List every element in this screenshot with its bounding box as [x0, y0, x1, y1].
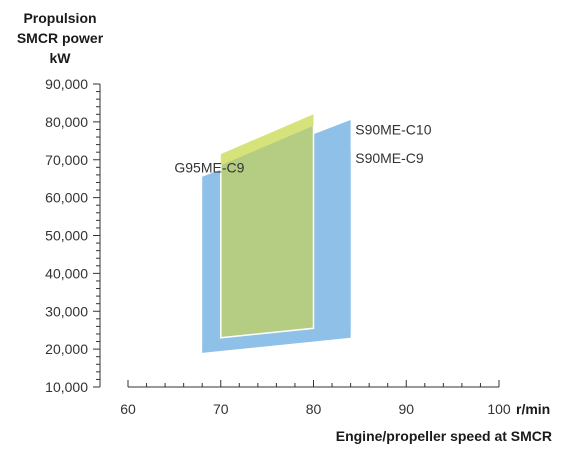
y-tick-label: 40,000	[45, 265, 88, 281]
area-g95me-c9	[220, 113, 315, 339]
y-tick-label: 50,000	[45, 228, 88, 244]
axes: 10,000 20,000 30,000 40,000 50,000 60,000 70,0…	[45, 76, 511, 417]
x-axis-title: Engine/propeller speed at SMCR	[336, 428, 552, 444]
x-axis-unit-label: r/min	[516, 401, 550, 417]
y-axis-title-line-3: kW	[50, 50, 72, 66]
x-tick-label: 60	[120, 401, 136, 417]
y-tick-label: 70,000	[45, 152, 88, 168]
engine-label-s90me-c10: S90ME-C10	[355, 121, 431, 137]
y-axis-title-line-1: Propulsion	[23, 10, 96, 26]
engine-areas	[202, 113, 351, 353]
y-axis-title-line-2: SMCR power	[17, 30, 104, 46]
area-top-band-3	[220, 114, 314, 166]
x-tick-label: 70	[213, 401, 229, 417]
engine-label-g95me-c9: G95ME-C9	[174, 159, 244, 175]
y-tick-label: 60,000	[45, 190, 88, 206]
y-tick-label: 30,000	[45, 303, 88, 319]
y-tick-label: 90,000	[45, 76, 88, 92]
engine-label-s90me-c9: S90ME-C9	[355, 150, 424, 166]
x-tick-label: 80	[306, 401, 322, 417]
y-tick-label: 20,000	[45, 341, 88, 357]
y-tick-label: 80,000	[45, 114, 88, 130]
x-tick-label: 100	[487, 401, 511, 417]
x-tick-label: 90	[398, 401, 414, 417]
y-tick-label: 10,000	[45, 379, 88, 395]
engine-labels: G95ME-C9 S90ME-C10 S90ME-C9	[174, 121, 431, 175]
y-axis-title: Propulsion SMCR power kW	[17, 10, 104, 66]
